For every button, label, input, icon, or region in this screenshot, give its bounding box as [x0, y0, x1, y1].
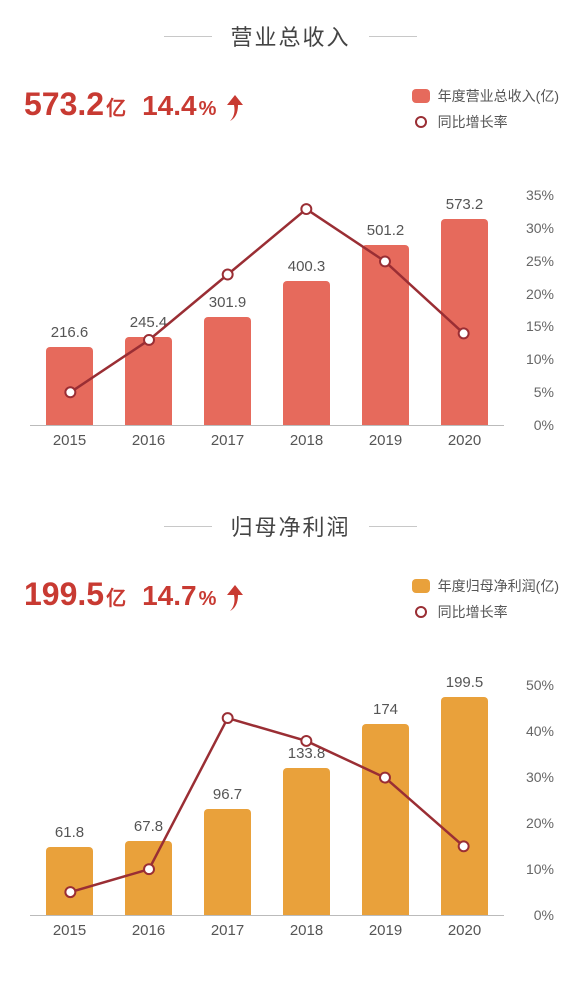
kpi-unit: 亿: [106, 588, 126, 610]
chart: 0%10%20%30%40%50%61.8201567.8201696.7201…: [20, 686, 560, 946]
bar-value-label: 96.7: [213, 786, 242, 803]
bar-value-label: 61.8: [55, 824, 84, 841]
legend-line-label: 同比增长率: [438, 112, 508, 132]
bar: [46, 847, 93, 915]
bar: [362, 724, 409, 915]
bar-value-label: 67.8: [134, 818, 163, 835]
legend-line-label: 同比增长率: [438, 602, 508, 622]
title-line-left: [164, 526, 212, 527]
x-tick-label: 2020: [448, 922, 481, 939]
bar: [204, 317, 251, 425]
legend-bar-label: 年度营业总收入(亿): [438, 86, 559, 106]
legend: 年度归母净利润(亿) 同比增长率: [412, 576, 559, 628]
kpi-unit: 亿: [106, 98, 126, 120]
x-tick-label: 2019: [369, 922, 402, 939]
line-marker-icon: [223, 713, 233, 723]
x-tick-label: 2018: [290, 922, 323, 939]
x-tick-label: 2020: [448, 432, 481, 449]
x-tick-label: 2017: [211, 922, 244, 939]
y-tick-label: 0%: [534, 417, 554, 433]
legend-line-dot-icon: [415, 606, 427, 618]
chart-wrap: 0%5%10%15%20%25%30%35%216.62015245.42016…: [0, 196, 581, 456]
kpi-value: 199.5: [24, 576, 104, 612]
growth-line: [30, 196, 504, 425]
bar: [441, 697, 488, 916]
bar: [441, 219, 488, 425]
y-tick-label: 15%: [526, 318, 554, 334]
section-title: 归母净利润: [0, 490, 581, 552]
bar: [362, 245, 409, 425]
y-tick-label: 30%: [526, 220, 554, 236]
title-line-left: [164, 36, 212, 37]
y-tick-label: 10%: [526, 351, 554, 367]
legend-bar-row: 年度归母净利润(亿): [412, 576, 559, 596]
y-tick-label: 25%: [526, 253, 554, 269]
y-tick-label: 5%: [534, 384, 554, 400]
legend-bar-swatch: [412, 579, 430, 593]
section-title: 营业总收入: [0, 0, 581, 62]
plot-area: 0%10%20%30%40%50%61.8201567.8201696.7201…: [30, 686, 504, 916]
panel-0: 营业总收入573.2亿14.4%年度营业总收入(亿)同比增长率0%5%10%15…: [0, 0, 581, 490]
line-marker-icon: [301, 204, 311, 214]
y-tick-label: 20%: [526, 815, 554, 831]
bar: [283, 281, 330, 425]
bar-value-label: 501.2: [367, 222, 405, 239]
legend-bar-swatch: [412, 89, 430, 103]
y-tick-label: 0%: [534, 907, 554, 923]
bar-value-label: 573.2: [446, 196, 484, 213]
legend-line-row: 同比增长率: [412, 112, 559, 132]
bar: [204, 809, 251, 915]
y-tick-label: 50%: [526, 677, 554, 693]
x-tick-label: 2016: [132, 432, 165, 449]
y-tick-label: 40%: [526, 723, 554, 739]
bar-value-label: 174: [373, 701, 398, 718]
kpi-value: 573.2: [24, 86, 104, 122]
x-tick-label: 2018: [290, 432, 323, 449]
title-line-right: [369, 526, 417, 527]
arrow-up-icon: [224, 583, 246, 618]
x-tick-label: 2016: [132, 922, 165, 939]
kpi-row: 199.5亿 14.7% 年度归母净利润(亿) 同比增长率: [0, 576, 581, 646]
kpi-pct-unit: %: [199, 588, 217, 610]
kpi-pct: 14.4: [142, 90, 197, 121]
x-tick-label: 2015: [53, 432, 86, 449]
panel-1: 归母净利润199.5亿14.7%年度归母净利润(亿)同比增长率0%10%20%3…: [0, 490, 581, 990]
arrow-up-icon: [224, 93, 246, 128]
y-tick-label: 30%: [526, 769, 554, 785]
legend-bar-row: 年度营业总收入(亿): [412, 86, 559, 106]
chart-wrap: 0%10%20%30%40%50%61.8201567.8201696.7201…: [0, 686, 581, 946]
bar-value-label: 301.9: [209, 294, 247, 311]
y-tick-label: 20%: [526, 286, 554, 302]
bar: [283, 768, 330, 915]
bar-value-label: 400.3: [288, 258, 326, 275]
chart: 0%5%10%15%20%25%30%35%216.62015245.42016…: [20, 196, 560, 456]
y-tick-label: 35%: [526, 187, 554, 203]
line-marker-icon: [223, 270, 233, 280]
line-marker-icon: [301, 736, 311, 746]
bar-value-label: 216.6: [51, 324, 89, 341]
bar-value-label: 245.4: [130, 314, 168, 331]
plot-area: 0%5%10%15%20%25%30%35%216.62015245.42016…: [30, 196, 504, 426]
y-tick-label: 10%: [526, 861, 554, 877]
legend-line-dot-icon: [415, 116, 427, 128]
legend-line-row: 同比增长率: [412, 602, 559, 622]
kpi-pct: 14.7: [142, 580, 197, 611]
legend-bar-label: 年度归母净利润(亿): [438, 576, 559, 596]
title-text: 归母净利润: [230, 510, 350, 542]
kpi-row: 573.2亿 14.4% 年度营业总收入(亿) 同比增长率: [0, 86, 581, 156]
title-text: 营业总收入: [230, 20, 350, 52]
x-tick-label: 2019: [369, 432, 402, 449]
bar: [125, 841, 172, 915]
bar: [46, 347, 93, 425]
bar-value-label: 133.8: [288, 745, 326, 762]
x-tick-label: 2015: [53, 922, 86, 939]
bar: [125, 337, 172, 425]
bar-value-label: 199.5: [446, 674, 484, 691]
legend: 年度营业总收入(亿) 同比增长率: [412, 86, 559, 138]
growth-line: [30, 686, 504, 915]
title-line-right: [369, 36, 417, 37]
x-tick-label: 2017: [211, 432, 244, 449]
kpi-pct-unit: %: [199, 98, 217, 120]
